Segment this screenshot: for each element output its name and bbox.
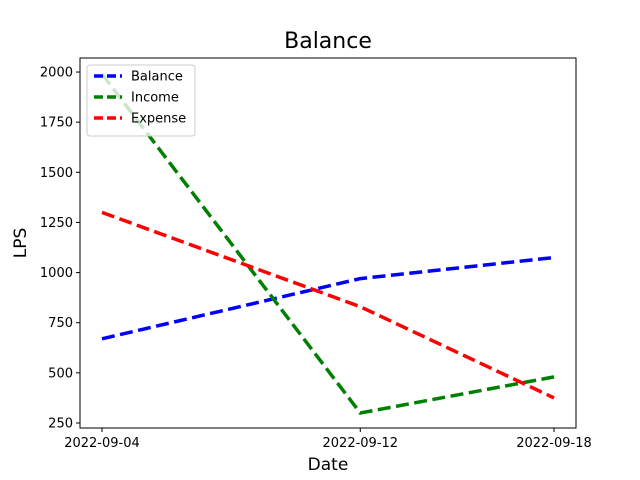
series-layer [100, 72, 555, 415]
legend-label-balance: Balance [131, 70, 183, 85]
legend-label-expense: Expense [131, 112, 186, 127]
plot-area: 250 500 750 1000 1250 1500 1750 2000 2022-09-04… [40, 57, 592, 451]
y-tick-label: 750 [48, 316, 73, 331]
series-line-expense [101, 210, 555, 400]
y-tick-label: 500 [48, 366, 73, 381]
y-axis-label: LPS [11, 228, 31, 259]
legend-label-income: Income [131, 91, 179, 106]
y-tick-label: 1250 [40, 216, 73, 231]
y-tick-label: 1500 [40, 166, 73, 181]
x-tick-label: 2022-09-04 [64, 436, 140, 451]
legend: Balance Income Expense [86, 64, 196, 137]
x-axis-label: Date [308, 455, 349, 475]
y-tick-label: 1750 [40, 116, 73, 131]
x-tick-label: 2022-09-18 [516, 436, 592, 451]
y-tick-label: 2000 [40, 66, 73, 81]
x-axis: 2022-09-04 2022-09-12 2022-09-18 [64, 428, 592, 451]
y-axis: 250 500 750 1000 1250 1500 1750 2000 [40, 66, 80, 431]
y-tick-label: 250 [48, 416, 73, 431]
y-tick-label: 1000 [40, 266, 73, 281]
chart-title: Balance [284, 29, 372, 54]
series-line-income [100, 72, 555, 415]
series-line-balance [101, 255, 555, 341]
x-tick-label: 2022-09-12 [323, 436, 399, 451]
plot-frame [79, 57, 577, 429]
